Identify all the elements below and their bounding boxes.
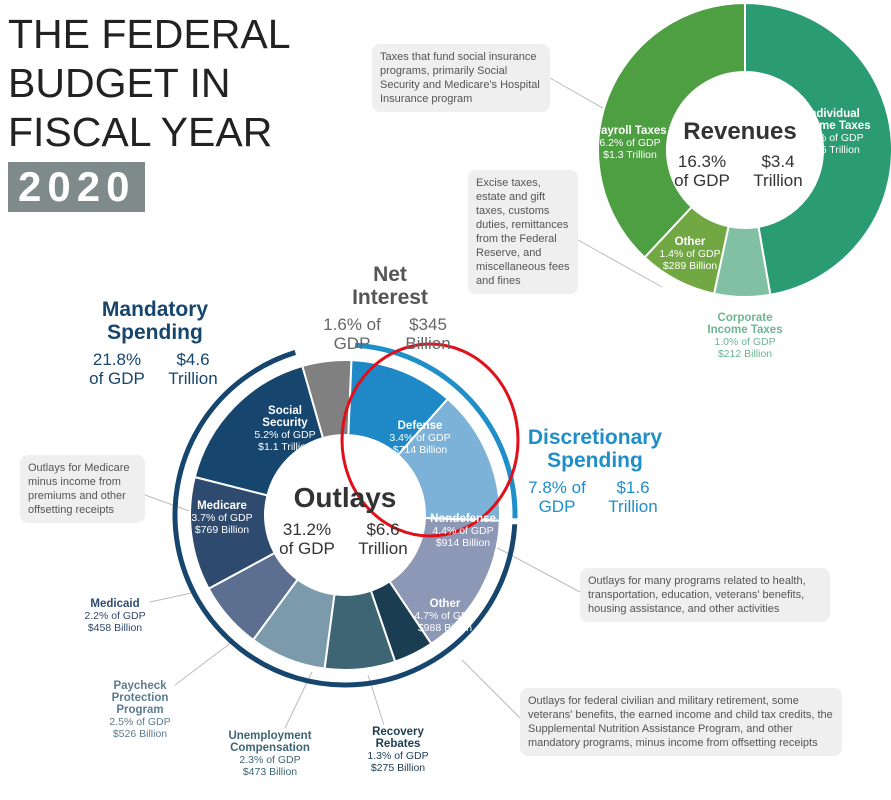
segment-amount: $275 Billion [370, 762, 426, 774]
segment-label: Social Security 5.2% of GDP $1.1 Trillion [235, 405, 335, 453]
leader-line [491, 544, 581, 593]
segment-pct: 1.0% of GDP [714, 336, 776, 348]
page-title: THE FEDERAL BUDGET IN FISCAL YEAR [8, 11, 289, 155]
segment-name: Recovery Rebates [372, 726, 424, 750]
leader-line [149, 591, 197, 603]
segment-name: Other [674, 236, 706, 248]
segment-pct: 5.2% of GDP [254, 429, 316, 441]
segment-pct: 2.3% of GDP [239, 754, 301, 766]
segment-amount: $345 Billion [405, 315, 451, 353]
segment-label: Medicare 3.7% of GDP $769 Billion [167, 500, 277, 536]
group-name: Mandatory Spending [101, 298, 209, 344]
segment-label: Unemployment Compensation 2.3% of GDP $473… [200, 730, 340, 778]
leader-line [144, 494, 193, 513]
segment-amount: $769 Billion [194, 524, 250, 536]
segment-amount: $526 Billion [112, 728, 168, 740]
segment-name: Corporate Income Taxes [707, 312, 783, 336]
segment-name: Social Security [262, 405, 308, 429]
segment-name: Nondefense [430, 513, 496, 525]
group-amount: $4.6 Trillion [168, 350, 218, 388]
group-label: Discretionary Spending 7.8% of GDP $1.6 Tr… [515, 426, 675, 516]
segment-label: Net Interest 1.6% of GDP $345 Billion [319, 263, 461, 353]
segment-amount: $914 Billion [435, 537, 491, 549]
segment-name: Paycheck Protection Program [111, 680, 169, 716]
group-label: Mandatory Spending 21.8% of GDP $4.6 Trill… [80, 298, 230, 388]
segment-name: Payroll Taxes [593, 125, 667, 137]
center-values: 16.3% of GDP $3.4 Trillion [669, 152, 811, 190]
donut-title: Revenues [683, 118, 797, 145]
segment-label: Nondefense 4.4% of GDP $914 Billion [408, 513, 518, 549]
segment-label: Paycheck Protection Program 2.5% of GDP $5… [85, 680, 195, 740]
note: Outlays for many programs related to hea… [580, 568, 830, 622]
segment-label: Other 1.4% of GDP $289 Billion [635, 236, 745, 272]
leader-line [461, 659, 521, 719]
segment-label: Defense 3.4% of GDP $714 Billion [365, 420, 475, 456]
segment-pct: 3.4% of GDP [389, 432, 451, 444]
segment-amount: $1.1 Trillion [258, 441, 312, 453]
leader-line [577, 239, 663, 288]
segment-pct: 4.7% of GDP [414, 610, 476, 622]
center-pct: 31.2% of GDP [279, 520, 335, 558]
segment-name: Defense [397, 420, 443, 432]
note: Taxes that fund social insurance program… [372, 44, 550, 112]
segment-pct: 2.2% of GDP [84, 610, 146, 622]
segment-amount: $289 Billion [662, 260, 718, 272]
note: Outlays for Medicare minus income from p… [20, 455, 145, 523]
group-amount: $1.6 Trillion [608, 478, 658, 516]
donut-title: Outlays [293, 482, 397, 513]
group-values: 7.8% of GDP $1.6 Trillion [515, 478, 675, 516]
center-pct: 16.3% of GDP [674, 152, 730, 190]
center-amount: $6.6 Trillion [358, 520, 408, 558]
segment-label: Recovery Rebates 1.3% of GDP $275 Billion [343, 726, 453, 774]
segment-name: Unemployment Compensation [228, 730, 312, 754]
segment-pct: 4.4% of GDP [432, 525, 494, 537]
center-amount: $3.4 Trillion [753, 152, 803, 190]
segment-values: 1.6% of GDP $345 Billion [319, 315, 461, 353]
segment-amount: $458 Billion [87, 622, 143, 634]
segment-pct: 1.3% of GDP [367, 750, 429, 762]
donut-segment [597, 1, 746, 259]
donut-segment [193, 364, 325, 497]
donut-center: Revenues 16.3% of GDP $3.4 Trillion [669, 118, 811, 190]
group-values: 21.8% of GDP $4.6 Trillion [80, 350, 230, 388]
donut-segment [744, 1, 891, 296]
segment-amount: $1.3 Trillion [603, 149, 657, 161]
segment-amount: $1.6 Trillion [806, 144, 860, 156]
segment-amount: $988 Billion [417, 622, 473, 634]
group-pct: 21.8% of GDP [89, 350, 145, 388]
center-values: 31.2% of GDP $6.6 Trillion [274, 520, 416, 558]
note: Outlays for federal civilian and militar… [520, 688, 842, 756]
segment-pct: 2.5% of GDP [109, 716, 171, 728]
segment-name: Other [429, 598, 461, 610]
segment-name: Medicaid [90, 598, 140, 610]
donut-center: Outlays 31.2% of GDP $6.6 Trillion [274, 482, 416, 558]
segment-amount: $212 Billion [717, 348, 773, 360]
highlight-circle [340, 342, 520, 538]
segment-name: Medicare [197, 500, 247, 512]
group-pct: 7.8% of GDP [528, 478, 586, 516]
group-ring [354, 342, 518, 519]
segment-label: Payroll Taxes 6.2% of GDP $1.3 Trillion [575, 125, 685, 161]
segment-label: Corporate Income Taxes 1.0% of GDP $212 Bi… [685, 312, 805, 360]
segment-label: Individual Income Taxes 7.7% of GDP $1.6 T… [778, 108, 888, 156]
segment-pct: 6.2% of GDP [599, 137, 661, 149]
segment-pct: 3.7% of GDP [191, 512, 253, 524]
group-ring [172, 350, 518, 688]
group-name: Discretionary Spending [527, 426, 663, 472]
segment-name: Net Interest [352, 263, 428, 309]
segment-label: Medicaid 2.2% of GDP $458 Billion [60, 598, 170, 634]
segment-amount: $473 Billion [242, 766, 298, 778]
segment-label: Other 4.7% of GDP $988 Billion [390, 598, 500, 634]
segment-pct: 1.4% of GDP [659, 248, 721, 260]
page-year: 2020 [8, 162, 146, 212]
note: Excise taxes, estate and gift taxes, cus… [468, 170, 578, 294]
segment-amount: $714 Billion [392, 444, 448, 456]
leader-line [174, 641, 233, 686]
segment-name: Individual Income Taxes [795, 108, 871, 132]
segment-pct: 1.6% of GDP [323, 315, 381, 353]
segment-pct: 7.7% of GDP [802, 132, 864, 144]
